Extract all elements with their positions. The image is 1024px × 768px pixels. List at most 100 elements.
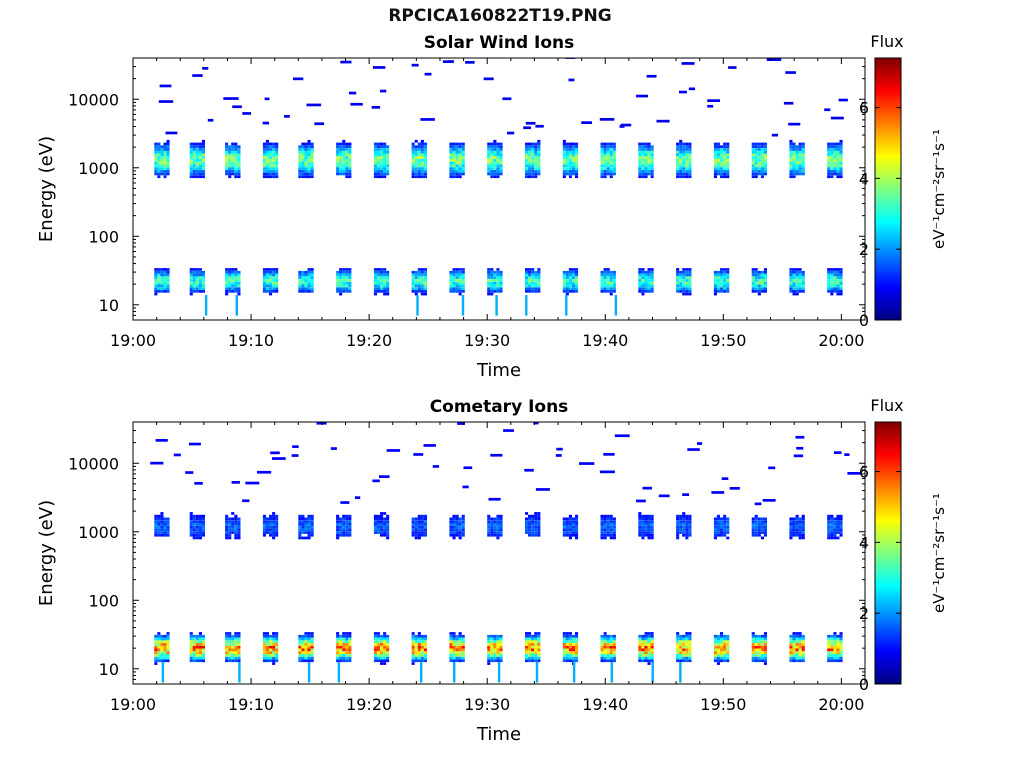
spectrogram-cell <box>383 525 387 529</box>
spectrogram-cell <box>827 175 831 179</box>
spectrogram-cell <box>345 142 349 146</box>
spectrogram-cell <box>373 651 377 654</box>
spectrogram-cell <box>499 514 503 518</box>
spectrogram-cell <box>760 659 764 663</box>
spectrogram-cell <box>157 175 161 179</box>
y-axis-label: Energy (eV) <box>36 136 57 242</box>
spectrogram-cell <box>376 148 380 151</box>
spectrogram-cell <box>452 640 456 643</box>
spectrogram-cell <box>760 284 764 288</box>
spectrogram-cell <box>275 279 279 282</box>
spectrogram-cell <box>189 514 193 518</box>
spectrogram-cell <box>275 520 279 523</box>
spectrogram-cell <box>461 281 465 285</box>
spectrogram-cell <box>386 172 390 176</box>
spectrogram-cell <box>189 290 193 293</box>
spectrogram-cell <box>411 662 415 665</box>
spectrogram-cell <box>676 640 680 643</box>
spectrogram-cell <box>682 643 686 646</box>
spectrogram-cell <box>386 531 390 534</box>
spectrogram-cell <box>487 281 491 285</box>
spectrogram-cell <box>763 662 767 665</box>
spectrogram-cell <box>568 637 572 641</box>
spectrogram-cell <box>528 533 532 537</box>
spectrogram-cell <box>720 273 724 277</box>
spectrogram-cell <box>201 148 205 151</box>
spectrogram-cell <box>568 648 572 652</box>
spectrogram-cell <box>420 279 424 282</box>
spectrogram-cell <box>685 281 689 285</box>
spectrogram-cell <box>575 164 579 168</box>
spectrogram-cell <box>339 159 343 162</box>
spectrogram-cell <box>490 167 494 170</box>
spectrogram-cell <box>269 648 273 652</box>
spectrogram-cell <box>160 531 164 534</box>
spectrogram-cell <box>650 634 654 638</box>
spectrogram-cell <box>534 533 538 537</box>
spectrogram-cell <box>195 175 199 179</box>
spectrogram-cell <box>679 514 683 518</box>
spectrogram-cell <box>525 281 529 285</box>
spectrogram-cell <box>565 528 569 532</box>
spectrogram-cell <box>833 525 837 529</box>
spectrogram-cell <box>760 270 764 274</box>
spectrogram-cell <box>189 148 193 151</box>
spectrogram-cell <box>572 531 576 534</box>
spectrogram-cell <box>647 281 651 285</box>
spectrogram-cell <box>676 536 680 540</box>
spectrogram-cell <box>161 661 165 683</box>
spectrogram-cell <box>487 164 491 168</box>
spectrogram-cell <box>562 659 566 663</box>
spectrogram-cell <box>228 640 232 643</box>
y-tick-label: 10 <box>99 296 119 315</box>
spectrogram-cell <box>685 279 689 282</box>
spectrogram-cell <box>225 654 229 657</box>
spectrogram-cell <box>833 167 837 170</box>
spectrogram-cell <box>189 645 193 649</box>
spectrogram-cell <box>754 287 758 290</box>
spectrogram-cell <box>798 523 802 526</box>
spectrogram-cell <box>723 643 727 646</box>
spectrogram-cell <box>528 175 532 179</box>
spectrogram-cell <box>275 643 279 646</box>
spectrogram-cell <box>307 659 311 663</box>
spectrogram-cell <box>380 142 384 146</box>
spectrogram-cell <box>455 645 459 649</box>
spectrogram-cell <box>499 142 503 146</box>
spectrogram-cell <box>490 281 494 285</box>
spectrogram-cell <box>166 637 170 641</box>
spectrogram-cell <box>423 648 427 652</box>
spectrogram-cell <box>830 270 834 274</box>
spectrogram-cell <box>157 525 161 529</box>
spectrogram-cell <box>423 517 427 521</box>
spectrogram-cell <box>414 148 418 151</box>
spectrogram-cell <box>496 517 500 521</box>
spectrogram-cell <box>310 517 314 521</box>
x-tick-label: 19:00 <box>110 695 156 714</box>
spectrogram-cell <box>354 496 361 499</box>
spectrogram-cell <box>679 637 683 641</box>
spectrogram-cell <box>157 517 161 521</box>
spectrogram-cell <box>237 290 241 293</box>
spectrogram-cell <box>293 77 304 81</box>
spectrogram-cell <box>234 659 238 663</box>
spectrogram-cell <box>342 525 346 529</box>
spectrogram-cell <box>641 150 645 154</box>
x-axis: 19:00 19:10 19:20 19:30 19:40 19:50 20:00 <box>110 58 866 350</box>
spectrogram-cell <box>272 161 276 165</box>
spectrogram-cell <box>272 276 276 279</box>
spectrogram-cell <box>798 284 802 288</box>
spectrogram-cell <box>496 643 500 646</box>
spectrogram-cell <box>301 514 305 518</box>
spectrogram-cell <box>198 634 202 638</box>
spectrogram-cell <box>535 124 544 128</box>
spectrogram-cell <box>562 172 566 176</box>
spectrogram-cell <box>458 637 462 641</box>
spectrogram-cell <box>537 648 541 652</box>
spectrogram-cell <box>726 651 730 654</box>
spectrogram-cell <box>496 637 500 641</box>
spectrogram-cell <box>641 634 645 638</box>
spectrogram-cell <box>163 159 167 162</box>
spectrogram-cell <box>641 268 645 271</box>
spectrogram-cell <box>757 643 761 646</box>
